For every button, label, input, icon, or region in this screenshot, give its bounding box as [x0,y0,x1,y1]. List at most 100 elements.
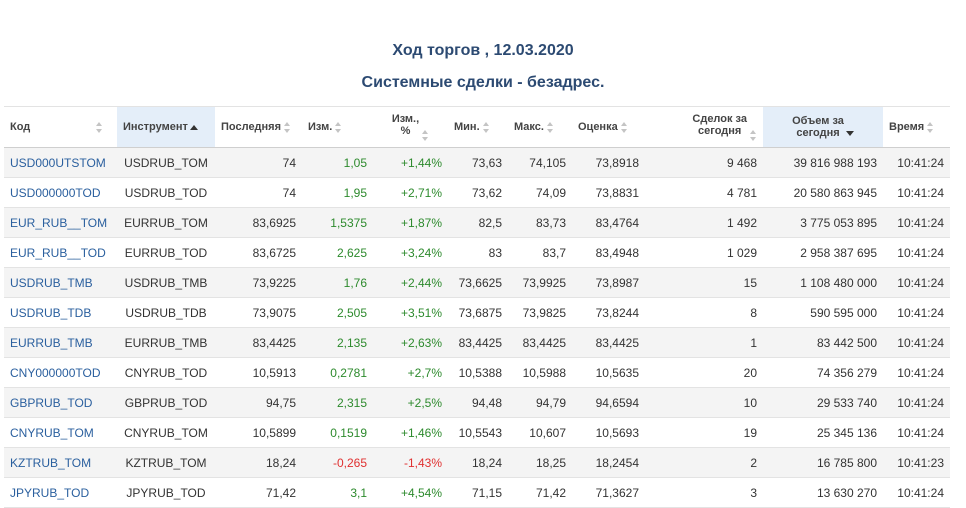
table-row[interactable]: CNYRUB_TOM CNYRUB_TOM 10,5899 0,1519 +1,46% 1… [4,417,950,448]
cell-min: 71,15 [448,477,508,508]
table-row[interactable]: EUR_RUB__TOD EURRUB_TOD 83,6725 2,625 +3,24%… [4,237,950,268]
sort-arrows-icon [620,121,628,133]
cell-last: 73,9075 [215,297,302,328]
column-header-volume-label: Объем за сегодня [792,115,844,139]
cell-last: 10,5913 [215,357,302,388]
cell-min: 73,63 [448,147,508,178]
cell-volume: 20 580 863 945 [763,177,883,208]
table-row[interactable]: USD000000TOD USDRUB_TOD 74 1,95 +2,71% 73,62 7… [4,177,950,208]
cell-code[interactable]: KZTRUB_TOM [4,447,117,478]
instrument-code-link[interactable]: CNY000000TOD [10,365,101,380]
column-header-change-pct[interactable]: Изм.,% [373,106,448,148]
cell-time: 10:41:24 [883,207,950,238]
cell-deals: 10 [645,387,763,418]
deals-label-line1: Сделок за [692,112,747,125]
column-header-volume[interactable]: Объем за сегодня [763,106,883,148]
cell-code[interactable]: USD000000TOD [4,177,117,208]
sort-arrows-icon [422,130,429,142]
cell-time: 10:41:24 [883,297,950,328]
cell-volume: 74 356 279 [763,357,883,388]
column-header-deals-label: Сделок за сегодня [692,113,747,137]
table-row[interactable]: EURRUB_TMB EURRUB_TMB 83,4425 2,135 +2,63% 83… [4,327,950,358]
table-row[interactable]: EUR_RUB__TOM EURRUB_TOM 83,6925 1,5375 +1,87… [4,207,950,238]
column-header-time-label: Время [889,121,925,133]
column-header-estimate[interactable]: Оценка [572,106,645,148]
column-header-change-label: Изм. [308,121,333,133]
cell-code[interactable]: USD000UTSTOM [4,147,117,178]
cell-code[interactable]: CNY000000TOD [4,357,117,388]
cell-estimate: 83,4764 [572,207,645,238]
cell-time: 10:41:24 [883,417,950,448]
instrument-code-link[interactable]: USD000000TOD [10,185,101,200]
cell-change: -0,265 [302,447,373,478]
cell-volume: 3 775 053 895 [763,207,883,238]
table-row[interactable]: KZTRUB_TOM KZTRUB_TOM 18,24 -0,265 -1,43% 18,… [4,447,950,478]
column-header-change-pct-label: Изм.,% [392,113,419,137]
cell-max: 94,79 [508,387,572,418]
cell-code[interactable]: JPYRUB_TOD [4,477,117,508]
cell-max: 18,25 [508,447,572,478]
cell-time: 10:41:24 [883,327,950,358]
cell-code[interactable]: USDRUB_TDB [4,297,117,328]
instrument-code-link[interactable]: EURRUB_TMB [10,335,93,350]
table-row[interactable]: GBPRUB_TOD GBPRUB_TOD 94,75 2,315 +2,5% 94,48… [4,387,950,418]
instrument-code-link[interactable]: JPYRUB_TOD [10,485,90,500]
cell-instrument: EURRUB_TOD [117,237,215,268]
cell-code[interactable]: EUR_RUB__TOD [4,237,117,268]
trades-table-body: USD000UTSTOM USDRUB_TOM 74 1,05 +1,44% 73,63 7… [4,147,950,508]
change-pct-label-line1: Изм., [391,112,420,125]
cell-change-pct: +1,44% [373,147,448,178]
cell-last: 10,5899 [215,417,302,448]
table-row[interactable]: JPYRUB_TOD JPYRUB_TOD 71,42 3,1 +4,54% 71,15 7… [4,477,950,508]
instrument-code-link[interactable]: CNYRUB_TOM [10,425,94,440]
cell-change-pct: -1,43% [373,447,448,478]
cell-change-pct: +2,44% [373,267,448,298]
cell-instrument: USDRUB_TDB [117,297,215,328]
instrument-code-link[interactable]: USDRUB_TMB [10,275,93,290]
cell-time: 10:41:23 [883,447,950,478]
cell-code[interactable]: EUR_RUB__TOM [4,207,117,238]
instrument-code-link[interactable]: EUR_RUB__TOM [10,215,108,230]
column-header-instrument[interactable]: Инструмент [117,106,215,148]
cell-min: 82,5 [448,207,508,238]
cell-min: 10,5388 [448,357,508,388]
cell-instrument: CNYRUB_TOD [117,357,215,388]
cell-max: 71,42 [508,477,572,508]
cell-last: 71,42 [215,477,302,508]
cell-instrument: USDRUB_TOD [117,177,215,208]
cell-min: 10,5543 [448,417,508,448]
cell-code[interactable]: GBPRUB_TOD [4,387,117,418]
table-row[interactable]: USDRUB_TDB USDRUB_TDB 73,9075 2,505 +3,51% 73… [4,297,950,328]
cell-max: 73,9825 [508,297,572,328]
column-header-time[interactable]: Время [883,106,950,148]
cell-change-pct: +1,87% [373,207,448,238]
cell-change-pct: +2,5% [373,387,448,418]
column-header-code[interactable]: Код [4,106,117,148]
instrument-code-link[interactable]: KZTRUB_TOM [10,455,92,470]
instrument-code-link[interactable]: USDRUB_TDB [10,305,92,320]
column-header-deals[interactable]: Сделок за сегодня [645,106,763,148]
sort-ascending-icon [189,124,198,130]
cell-volume: 13 630 270 [763,477,883,508]
column-header-max[interactable]: Макс. [508,106,572,148]
instrument-code-link[interactable]: GBPRUB_TOD [10,395,93,410]
cell-code[interactable]: EURRUB_TMB [4,327,117,358]
column-header-change[interactable]: Изм. [302,106,373,148]
cell-volume: 1 108 480 000 [763,267,883,298]
sort-arrows-icon [546,121,554,133]
cell-estimate: 73,8987 [572,267,645,298]
cell-code[interactable]: CNYRUB_TOM [4,417,117,448]
column-header-last[interactable]: Последняя [215,106,302,148]
cell-code[interactable]: USDRUB_TMB [4,267,117,298]
page-subtitle: Системные сделки - безадрес. [361,74,605,91]
table-row[interactable]: CNY000000TOD CNYRUB_TOD 10,5913 0,2781 +2,7%… [4,357,950,388]
instrument-code-link[interactable]: EUR_RUB__TOD [10,245,106,260]
cell-change-pct: +3,24% [373,237,448,268]
table-row[interactable]: USD000UTSTOM USDRUB_TOM 74 1,05 +1,44% 73,63 7… [4,147,950,178]
cell-estimate: 18,2454 [572,447,645,478]
cell-max: 83,4425 [508,327,572,358]
column-header-min[interactable]: Мин. [448,106,508,148]
cell-max: 83,7 [508,237,572,268]
table-row[interactable]: USDRUB_TMB USDRUB_TMB 73,9225 1,76 +2,44% 73,… [4,267,950,298]
instrument-code-link[interactable]: USD000UTSTOM [10,155,106,170]
